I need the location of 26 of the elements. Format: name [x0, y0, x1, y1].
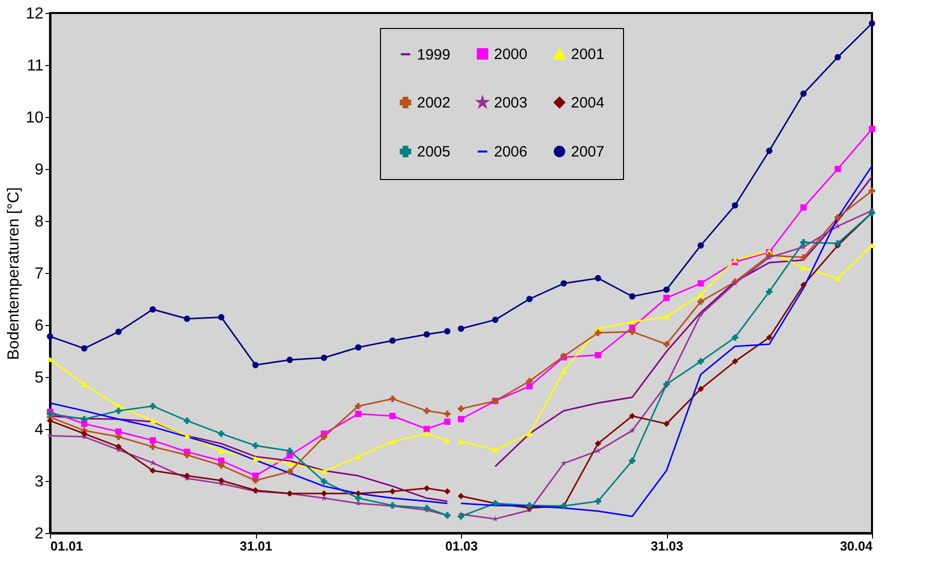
y-tick-label: 11	[26, 58, 44, 74]
x-tick-label: 30.04	[840, 538, 874, 554]
y-tick-label: 6	[34, 318, 44, 334]
y-tick-label: 3	[34, 474, 44, 490]
y-tick-label: 5	[34, 370, 44, 386]
y-tick-label: 9	[34, 162, 44, 178]
y-tick-label: 12	[26, 6, 44, 22]
legend-label: 1999	[417, 46, 450, 64]
x-tick-label: 01.01	[50, 538, 84, 554]
x-tick-label: 31.03	[650, 538, 684, 554]
legend-label: 2002	[417, 94, 450, 112]
legend-label: 2004	[571, 94, 604, 112]
legend-label: 2001	[571, 46, 604, 64]
x-tick-label: 01.03	[445, 538, 478, 554]
y-axis-title: Bodentemperaturen [°C]	[6, 187, 23, 360]
y-tick-label: 2	[34, 526, 44, 542]
x-tick-label: 31.01	[240, 538, 272, 554]
legend-label: 2006	[494, 144, 528, 160]
legend-label: 2003	[494, 94, 528, 112]
legend-label: 2007	[571, 144, 604, 160]
legend-label: 2000	[494, 46, 528, 63]
legend-label: 2005	[417, 144, 450, 160]
y-tick-label: 7	[34, 266, 44, 282]
y-tick-label: 4	[34, 422, 44, 438]
y-tick-label: 8	[34, 214, 44, 230]
y-tick-label: 10	[26, 110, 44, 126]
